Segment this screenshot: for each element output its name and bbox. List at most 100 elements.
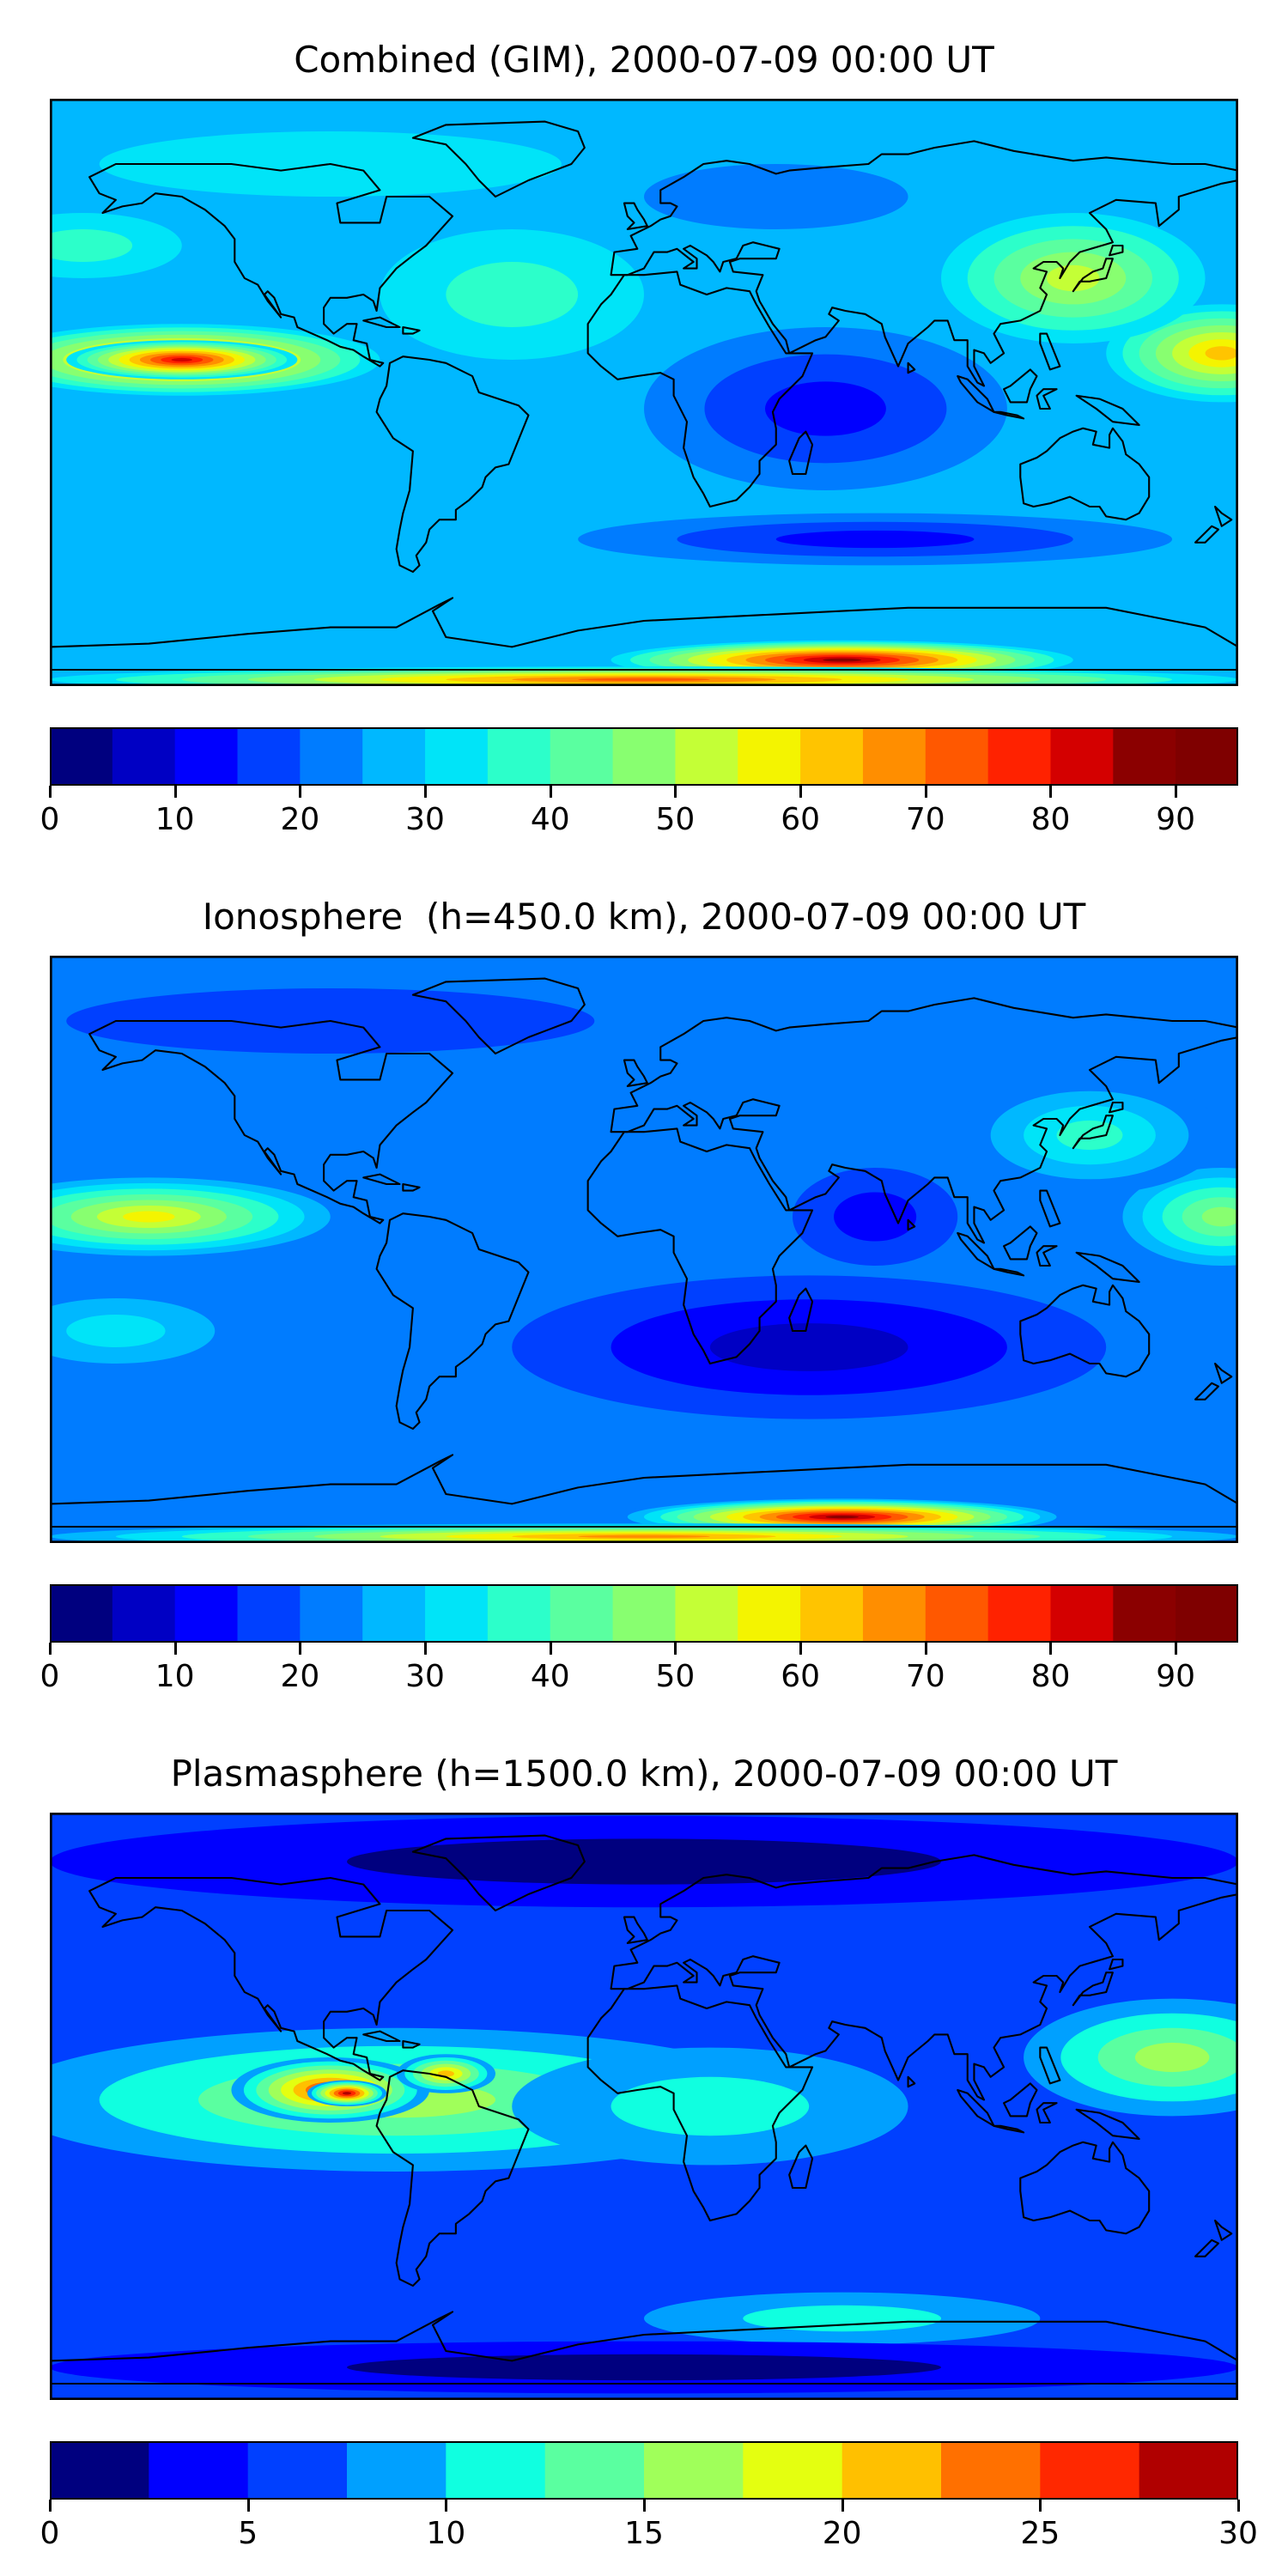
coastline bbox=[411, 977, 586, 1055]
coastline bbox=[586, 270, 814, 508]
colorbar-ticks-plasmasphere: 0 5 10 15 20 25 30 bbox=[40, 2500, 1258, 2551]
colorbar-swatch bbox=[941, 2441, 1041, 2500]
colorbar-swatch bbox=[1176, 727, 1238, 786]
coastline bbox=[50, 2311, 1238, 2385]
coastline bbox=[1109, 1958, 1124, 1971]
colorbar-tick bbox=[799, 1643, 803, 1655]
colorbar-tick-label: 0 bbox=[39, 802, 60, 837]
colorbar-tick-label: 90 bbox=[1156, 1659, 1196, 1694]
colorbar-swatch bbox=[612, 1584, 677, 1643]
field-contour bbox=[123, 1211, 175, 1223]
field-contour bbox=[1056, 1120, 1123, 1151]
coastline bbox=[402, 325, 421, 335]
field-contour bbox=[171, 357, 193, 362]
coastline bbox=[1214, 1362, 1233, 1384]
coastline bbox=[788, 1287, 814, 1333]
colorbar-tick bbox=[924, 1643, 927, 1655]
colorbar-swatch bbox=[247, 2441, 348, 2500]
colorbar-swatch bbox=[487, 1584, 551, 1643]
colorbar-frame bbox=[50, 1584, 1238, 1643]
colorbar-ionosphere bbox=[50, 1584, 1238, 1643]
coastline bbox=[375, 355, 530, 574]
coastline bbox=[907, 2075, 916, 2088]
panel-title-combined: Combined (GIM), 2000-07-09 00:00 UT bbox=[294, 39, 994, 81]
field-contour bbox=[834, 1192, 917, 1242]
coastline bbox=[50, 1454, 1238, 1528]
colorbar-swatch bbox=[300, 1584, 363, 1643]
field-contour bbox=[347, 1838, 941, 1885]
coastline bbox=[623, 1059, 648, 1088]
colorbar-tick bbox=[299, 1643, 302, 1655]
colorbar-tick-label: 40 bbox=[530, 1659, 570, 1694]
colorbar-swatch bbox=[1113, 1584, 1176, 1643]
colorbar-tick bbox=[674, 1643, 677, 1655]
colorbar-tick bbox=[799, 786, 803, 798]
colorbar-tick-label: 60 bbox=[781, 1659, 820, 1694]
colorbar-swatch bbox=[1050, 727, 1114, 786]
colorbar-swatch bbox=[300, 727, 363, 786]
coastline bbox=[1002, 2082, 1038, 2117]
map-plasmasphere bbox=[50, 1813, 1238, 2400]
colorbar-swatch bbox=[237, 1584, 301, 1643]
coastline bbox=[411, 120, 586, 198]
map-ionosphere bbox=[50, 956, 1238, 1543]
colorbar-tick bbox=[841, 2500, 844, 2512]
coastline bbox=[993, 410, 1025, 420]
coastline bbox=[1075, 1251, 1140, 1284]
colorbar-tick-label: 70 bbox=[905, 802, 945, 837]
colorbar-tick bbox=[424, 786, 428, 798]
colorbar-tick-label: 5 bbox=[238, 2516, 258, 2551]
colorbar-swatch bbox=[675, 727, 738, 786]
colorbar-swatch bbox=[743, 2441, 843, 2500]
colorbar-tick-label: 0 bbox=[39, 2516, 60, 2551]
colorbar-tick bbox=[49, 2500, 52, 2512]
coastline bbox=[1109, 1101, 1124, 1114]
colorbar-swatch bbox=[550, 1584, 614, 1643]
coastline bbox=[1194, 1382, 1219, 1400]
colorbar-tick-label: 70 bbox=[905, 1659, 945, 1694]
coastline bbox=[907, 1218, 916, 1231]
colorbar-swatch bbox=[1176, 1584, 1238, 1643]
coastline bbox=[1036, 2102, 1058, 2124]
coastline bbox=[1109, 244, 1124, 257]
field-contour bbox=[446, 262, 579, 327]
coastline bbox=[88, 162, 454, 368]
colorbar-combined bbox=[50, 727, 1238, 786]
field-contour bbox=[1205, 346, 1238, 361]
coastline bbox=[1075, 394, 1140, 427]
field-contour bbox=[347, 2354, 941, 2381]
map-frame bbox=[50, 956, 1238, 1543]
field-contour bbox=[709, 1323, 908, 1371]
colorbar-tick bbox=[549, 786, 552, 798]
field-contour bbox=[823, 658, 862, 662]
coastline bbox=[1039, 1189, 1061, 1228]
colorbar-tick bbox=[173, 1643, 177, 1655]
colorbar-ticks-ionosphere: 0 10 20 30 40 50 60 70 80 90 bbox=[40, 1643, 1238, 1694]
colorbar-tick bbox=[424, 1643, 428, 1655]
colorbar-swatch bbox=[925, 1584, 989, 1643]
colorbar-swatch bbox=[174, 1584, 239, 1643]
colorbar-swatch bbox=[738, 1584, 801, 1643]
colorbar-tick-label: 80 bbox=[1030, 1659, 1071, 1694]
field-contour bbox=[764, 381, 886, 436]
colorbar-ticks-combined: 0 10 20 30 40 50 60 70 80 90 bbox=[40, 786, 1238, 837]
field-contour bbox=[825, 1515, 859, 1519]
colorbar-tick bbox=[674, 786, 677, 798]
colorbar-tick-label: 50 bbox=[655, 1659, 696, 1694]
field-contour bbox=[50, 229, 133, 262]
map-frame bbox=[50, 99, 1238, 686]
colorbar-tick-label: 20 bbox=[822, 2516, 862, 2551]
colorbar-tick bbox=[173, 786, 177, 798]
field-contour bbox=[775, 530, 975, 549]
colorbar-tick bbox=[49, 1643, 52, 1655]
coastline bbox=[1002, 1225, 1038, 1261]
colorbar-swatch bbox=[149, 2441, 249, 2500]
coastline bbox=[362, 1173, 401, 1186]
colorbar-tick-label: 10 bbox=[155, 1659, 195, 1694]
colorbar-swatch bbox=[1050, 1584, 1114, 1643]
colorbar-swatch bbox=[362, 1584, 426, 1643]
colorbar-swatch bbox=[50, 727, 113, 786]
colorbar-swatch bbox=[987, 1584, 1052, 1643]
colorbar-tick-label: 20 bbox=[280, 1659, 320, 1694]
colorbar-swatch bbox=[550, 727, 614, 786]
